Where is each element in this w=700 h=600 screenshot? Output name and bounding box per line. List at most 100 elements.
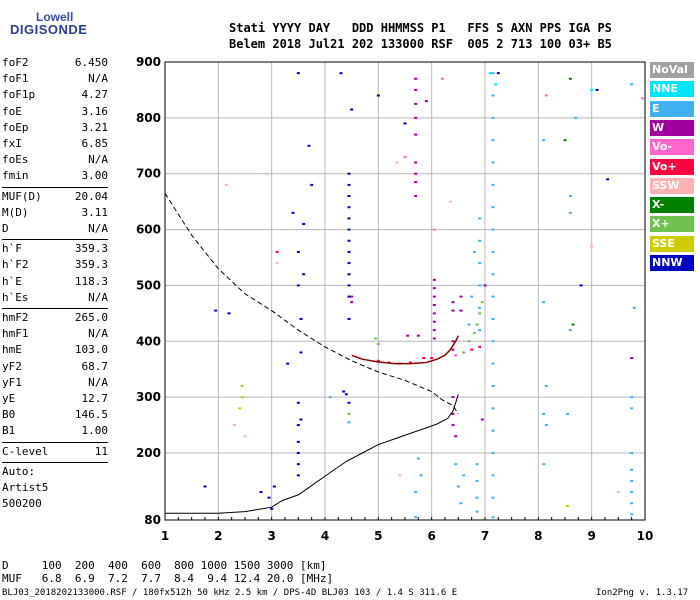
param-value: 359.3 (74, 242, 108, 256)
muf-scale: MUF 6.8 6.9 7.2 7.7 8.4 9.4 12.4 20.0 [M… (2, 572, 334, 585)
data-point-e (491, 72, 495, 75)
data-point-nnw (270, 507, 274, 510)
param-value: 12.7 (81, 392, 109, 405)
data-point-w (451, 396, 455, 399)
data-point-e (630, 502, 634, 505)
data-point-e (491, 295, 495, 298)
data-point-e (491, 384, 495, 387)
param-value: 103.0 (74, 343, 108, 357)
data-point-w (406, 334, 410, 337)
data-point-x- (571, 323, 575, 326)
panel-separator (2, 186, 108, 188)
data-point-w (414, 172, 418, 175)
data-point-sse (240, 396, 244, 399)
param-value: 3.11 (81, 205, 109, 219)
data-point-e (491, 94, 495, 97)
chart-curves (164, 193, 459, 514)
y-tick-label: 400 (136, 334, 161, 348)
param-name: yE (2, 392, 16, 405)
legend-item: Vo+ (650, 158, 694, 175)
data-point-e (491, 516, 495, 519)
data-point-e (491, 340, 495, 343)
param-name: hmE (2, 343, 22, 357)
curve-true-height-profile (165, 394, 459, 514)
data-point-nnw (347, 183, 351, 186)
data-point-w (432, 320, 436, 323)
param-value: 6.450 (74, 56, 108, 69)
data-point-w (480, 418, 484, 421)
x-tick-label: 1 (161, 529, 169, 543)
data-point-w (454, 435, 458, 438)
data-point-w (432, 303, 436, 306)
data-point-nnw (296, 474, 300, 477)
auto-line: 500200 (2, 497, 42, 511)
data-point-nnw (259, 491, 263, 494)
curve-trace-F2 (351, 335, 459, 365)
data-point-ssw (275, 262, 279, 265)
data-point-w (414, 116, 418, 119)
data-point-e (472, 250, 476, 253)
data-point-e (416, 457, 420, 460)
data-point-nnw (296, 463, 300, 466)
data-point-e (328, 396, 332, 399)
data-point-x- (374, 337, 378, 340)
data-point-w (432, 337, 436, 340)
data-point-e (491, 206, 495, 209)
param-value: 359.3 (74, 258, 108, 272)
param-row: C-level 11 (2, 445, 108, 461)
param-value: N/A (88, 290, 108, 304)
auto-line: Auto: (2, 464, 36, 478)
data-point-e (491, 474, 495, 477)
data-point-ssw (448, 200, 452, 203)
param-name: M(D) (2, 205, 29, 219)
data-point-vo- (478, 345, 482, 348)
data-point-w (630, 357, 634, 360)
data-point-nnw (347, 217, 351, 220)
param-row: hmE 103.0 (2, 343, 108, 359)
legend-item: SSE (650, 235, 694, 252)
param-row: yF1 N/A (2, 376, 108, 392)
data-point-e (475, 496, 479, 499)
param-name: h`F2 (2, 258, 29, 272)
distance-scale: D 100 200 400 600 800 1000 1500 3000 [km… (2, 559, 327, 572)
data-point-nnw (347, 401, 351, 404)
param-name: C-level (2, 444, 49, 458)
data-point-vo- (275, 250, 279, 253)
data-point-nnw (347, 317, 351, 320)
data-point-e (491, 183, 495, 186)
data-point-w (350, 295, 354, 298)
param-row: fxI 6.85 (2, 137, 108, 153)
legend-item: SSW (650, 177, 694, 194)
data-point-e (478, 284, 482, 287)
auto-line: Artist5 (2, 481, 49, 494)
header-line-values: Belem 2018 Jul21 202 133000 RSF 005 2 71… (229, 37, 612, 51)
data-point-e (568, 211, 572, 214)
param-name: hmF2 (2, 311, 29, 324)
y-tick-label: 80 (144, 513, 161, 527)
data-point-nnw (347, 206, 351, 209)
data-point-e (542, 301, 546, 304)
data-point-nnw (203, 485, 207, 488)
legend-item: Vo- (650, 139, 694, 156)
y-tick-label: 300 (136, 390, 161, 404)
data-point-nnw (347, 284, 351, 287)
data-point-ssw (232, 424, 236, 427)
data-point-e (347, 421, 351, 424)
data-point-e (475, 463, 479, 466)
data-point-w (451, 340, 455, 343)
data-point-nnw (299, 418, 303, 421)
y-tick-labels: 80 200 300 400 500 600 700 800 900 (136, 55, 161, 527)
data-point-e (462, 474, 466, 477)
data-point-e (491, 139, 495, 142)
data-point-nnw (267, 496, 271, 499)
data-point-e (574, 116, 578, 119)
data-point-ssw (590, 245, 594, 248)
data-point-nnw (227, 312, 231, 315)
data-point-e (478, 329, 482, 332)
logo-lowell: Lowell (36, 10, 74, 24)
x-tick-label: 10 (637, 529, 654, 543)
panel-separator (2, 461, 108, 463)
y-tick-label: 700 (136, 167, 161, 181)
x-tick-label: 2 (214, 529, 222, 543)
param-row: hmF2 265.0 (2, 311, 108, 327)
